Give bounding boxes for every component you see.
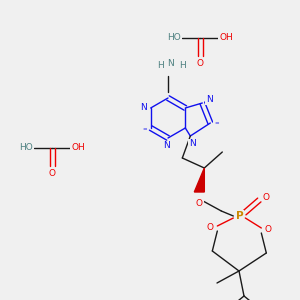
Text: N: N — [163, 142, 170, 151]
Text: O: O — [263, 194, 270, 202]
Text: H: H — [157, 61, 164, 70]
Text: N: N — [189, 140, 196, 148]
Text: N: N — [140, 103, 147, 112]
Polygon shape — [194, 168, 204, 192]
Text: OH: OH — [219, 34, 233, 43]
Text: O: O — [207, 224, 214, 232]
Text: O: O — [196, 199, 203, 208]
Text: O: O — [265, 226, 272, 235]
Text: OH: OH — [71, 143, 85, 152]
Text: O: O — [196, 59, 203, 68]
Text: HO: HO — [167, 34, 181, 43]
Text: HO: HO — [19, 143, 33, 152]
Text: N: N — [206, 95, 213, 104]
Text: O: O — [49, 169, 56, 178]
Text: =: = — [142, 128, 147, 133]
Text: P: P — [236, 211, 243, 221]
Text: N: N — [168, 58, 174, 68]
Text: H: H — [178, 61, 185, 70]
Text: =: = — [214, 122, 219, 127]
